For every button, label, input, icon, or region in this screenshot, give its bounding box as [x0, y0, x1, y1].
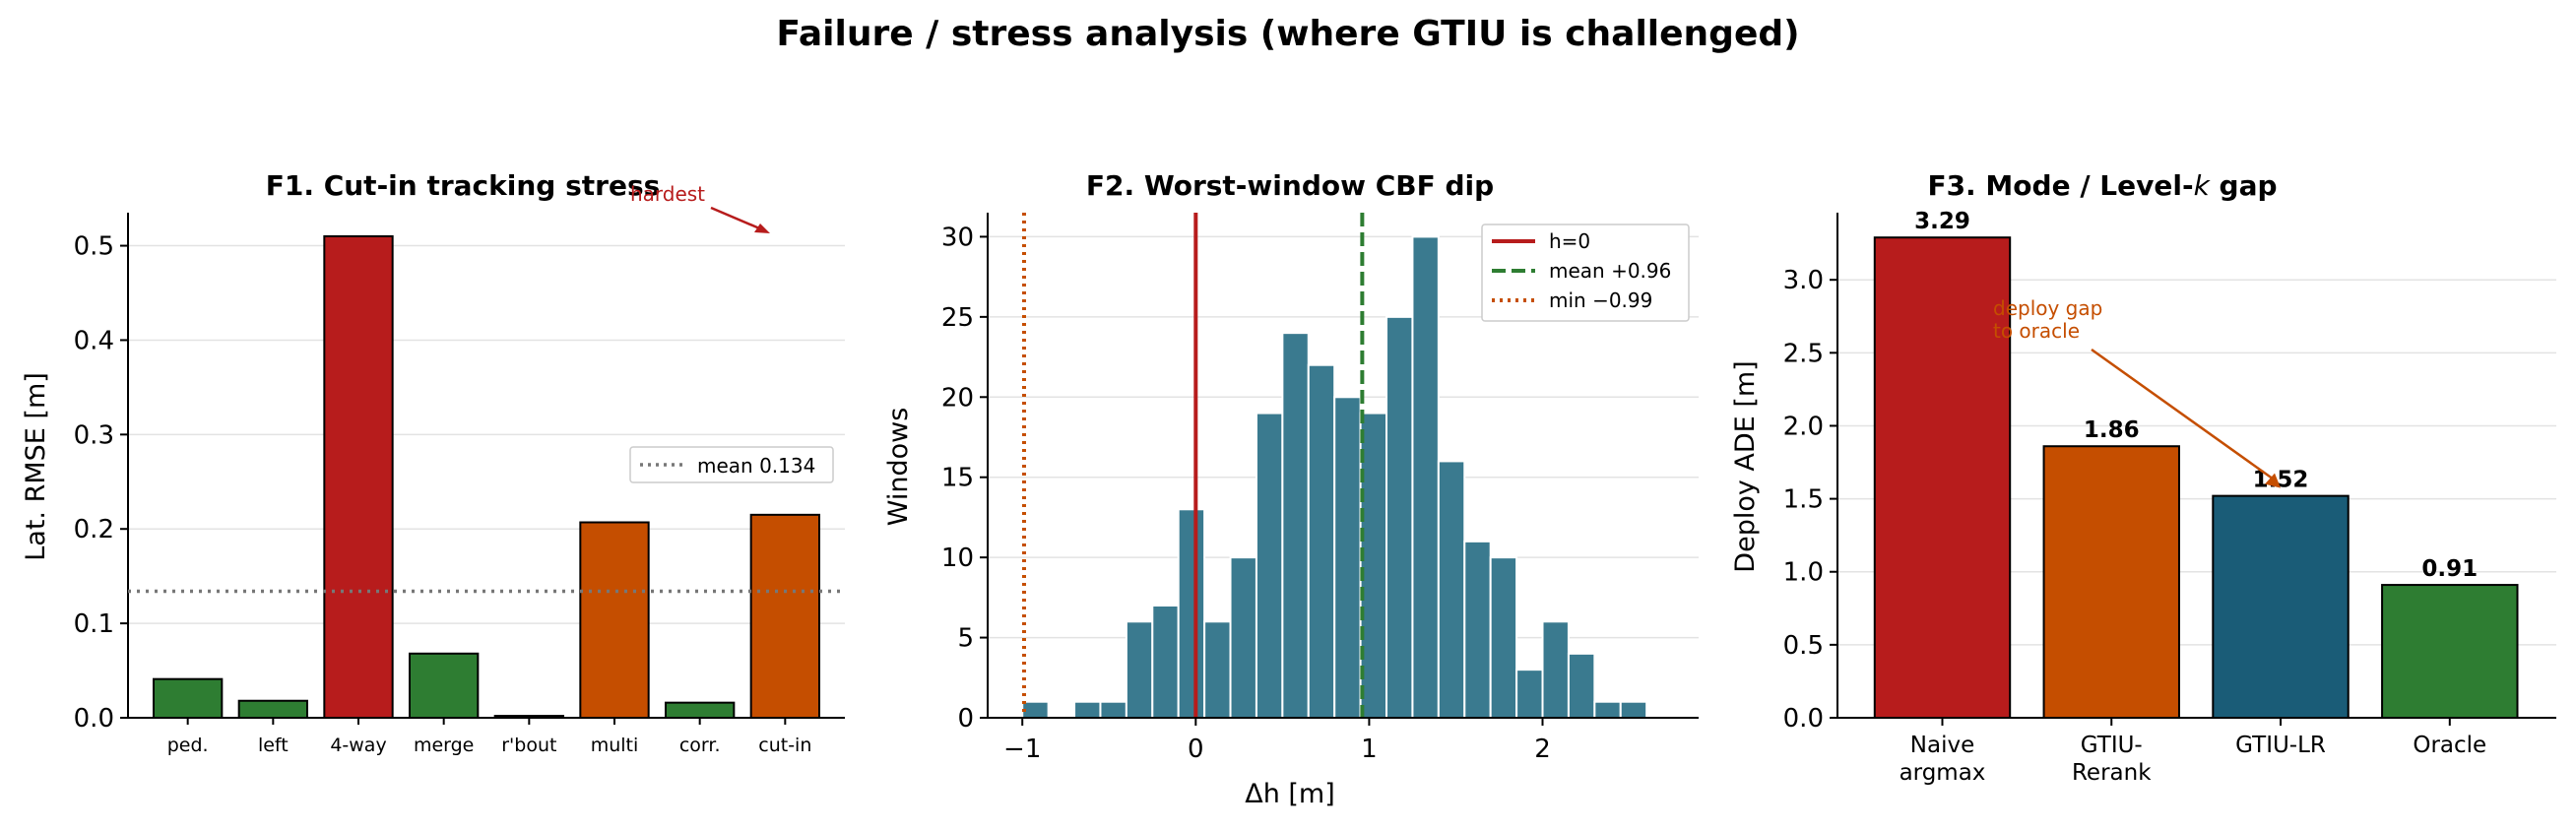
ytick-label: 2.0 — [1783, 412, 1824, 441]
xtick-label: 0 — [1188, 735, 1204, 764]
ytick-label: 0.3 — [74, 420, 114, 450]
value-label: 0.91 — [2421, 556, 2478, 582]
legend-item-label: min −0.99 — [1549, 288, 1652, 312]
histogram-bar — [1255, 412, 1284, 719]
chart-f3-title: F3. Mode / Level-k gap — [1927, 169, 2277, 202]
xtick-label: GTIU-Rerank — [2072, 733, 2152, 786]
xtick-label: ped. — [167, 735, 209, 756]
chart-f1-title: F1. Cut-in tracking stress — [266, 169, 661, 202]
bar-1 — [2042, 445, 2180, 719]
ytick-label: 30 — [941, 223, 974, 252]
histogram-bar — [1333, 396, 1362, 719]
ytick-label: 0.4 — [74, 326, 114, 355]
ytick-label: 3.0 — [1783, 266, 1824, 295]
xtick-label: corr. — [679, 735, 721, 756]
ytick-label: 2.5 — [1783, 339, 1824, 368]
chart-f2-xlabel: Δh [m] — [1245, 779, 1335, 809]
chart-f2-legend: h=0 mean +0.96 min −0.99 — [1481, 224, 1690, 322]
bar-3 — [409, 652, 480, 719]
xtick-label: 2 — [1534, 735, 1551, 764]
histogram-bar — [1541, 620, 1570, 719]
value-label: 3.29 — [1914, 209, 1970, 234]
ytick-label: 0 — [957, 704, 974, 734]
xtick-label: −1 — [1003, 735, 1041, 764]
xtick-label: multi — [591, 735, 639, 756]
ytick-label: 1.5 — [1783, 485, 1824, 515]
histogram-bar — [1411, 235, 1440, 720]
histogram-bar — [1203, 620, 1232, 719]
xtick-label: 1 — [1361, 735, 1378, 764]
histogram-bar — [1151, 605, 1180, 719]
ytick-label: 25 — [941, 303, 974, 333]
xtick-label: Oracle — [2413, 733, 2486, 758]
bar-0 — [1873, 236, 2012, 719]
histogram-bar — [1125, 620, 1154, 719]
ytick-label: 10 — [941, 543, 974, 573]
histogram-bar — [1489, 556, 1518, 720]
ytick-label: 5 — [957, 624, 974, 654]
xtick-label: Naive argmax — [1900, 733, 1986, 786]
chart-f1-ylabel: Lat. RMSE [m] — [21, 372, 51, 561]
ytick-label: 0.2 — [74, 515, 114, 544]
ytick-label: 0.5 — [1783, 631, 1824, 661]
chart-f1-annotation: hardest — [630, 182, 770, 233]
bar-5 — [579, 521, 650, 719]
chart-f3-annotation: deploy gap to oracle — [1993, 296, 2282, 488]
ytick-label: 20 — [941, 383, 974, 413]
chart-f3-ylabel: Deploy ADE [m] — [1730, 360, 1761, 572]
figure-title: Failure / stress analysis (where GTIU is… — [776, 14, 1800, 54]
chart-f2-ylabel: Windows — [883, 408, 914, 527]
value-label: 1.86 — [2084, 417, 2140, 443]
annotation-hardest: hardest — [630, 182, 705, 206]
chart-f1-legend: mean 0.134 — [629, 446, 834, 483]
ytick-label: 0.0 — [74, 704, 114, 734]
ytick-label: 0.1 — [74, 609, 114, 639]
bar-2 — [323, 234, 394, 720]
legend-mean-label: mean 0.134 — [697, 454, 815, 478]
xtick-label: left — [258, 735, 289, 756]
xtick-label: 4-way — [330, 735, 386, 756]
histogram-bar — [1281, 332, 1310, 719]
legend-item-label: mean +0.96 — [1549, 259, 1671, 283]
ytick-label: 0.5 — [74, 232, 114, 262]
bar-2 — [2212, 494, 2350, 719]
xtick-label: merge — [414, 735, 474, 756]
xtick-label: GTIU-LR — [2235, 733, 2326, 758]
bar-3 — [2381, 584, 2519, 720]
ytick-label: 0.0 — [1783, 704, 1824, 734]
xtick-label: cut-in — [758, 735, 811, 756]
ytick-label: 1.0 — [1783, 558, 1824, 588]
xtick-label: r'bout — [501, 735, 556, 756]
ytick-label: 15 — [941, 464, 974, 493]
annotation-deploy-gap: deploy gap to oracle — [1993, 296, 2102, 343]
chart-f2-title: F2. Worst-window CBF dip — [1086, 169, 1494, 202]
legend-item-label: h=0 — [1549, 229, 1590, 253]
bar-7 — [749, 513, 821, 719]
bar-0 — [153, 677, 224, 719]
